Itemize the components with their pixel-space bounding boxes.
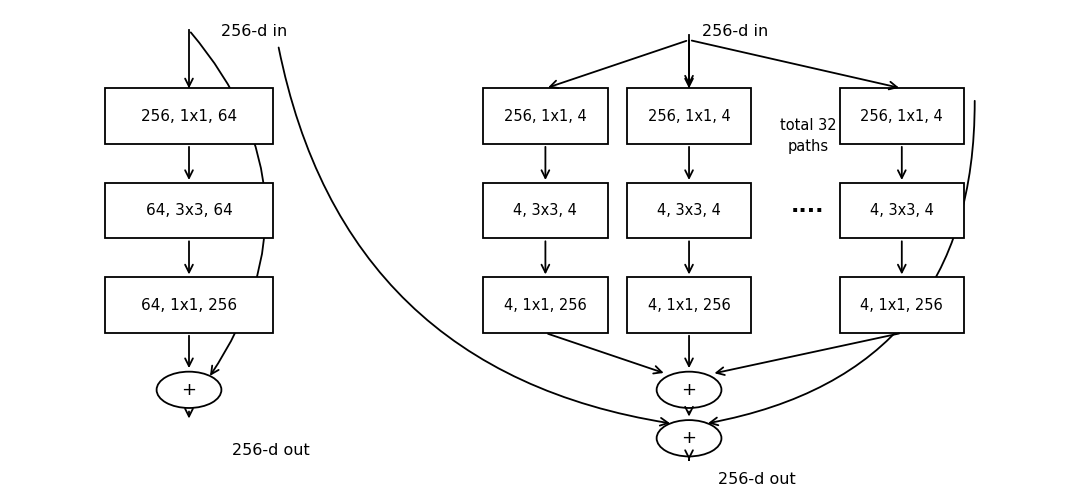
- Text: 4, 1x1, 256: 4, 1x1, 256: [504, 298, 586, 313]
- Text: 256, 1x1, 64: 256, 1x1, 64: [140, 109, 238, 124]
- Text: 4, 1x1, 256: 4, 1x1, 256: [861, 298, 943, 313]
- Text: 256-d in: 256-d in: [221, 24, 287, 39]
- Text: +: +: [181, 381, 197, 399]
- FancyBboxPatch shape: [484, 277, 607, 333]
- FancyBboxPatch shape: [484, 88, 607, 144]
- Text: 256-d in: 256-d in: [702, 24, 768, 39]
- Text: total 32
paths: total 32 paths: [780, 118, 836, 154]
- Text: 256-d out: 256-d out: [718, 472, 796, 487]
- FancyBboxPatch shape: [627, 183, 752, 239]
- Text: 64, 1x1, 256: 64, 1x1, 256: [140, 298, 238, 313]
- FancyBboxPatch shape: [627, 277, 752, 333]
- Text: ····: ····: [791, 201, 825, 221]
- Text: 256, 1x1, 4: 256, 1x1, 4: [648, 109, 730, 124]
- FancyBboxPatch shape: [627, 88, 752, 144]
- Text: 4, 3x3, 4: 4, 3x3, 4: [513, 203, 578, 218]
- FancyBboxPatch shape: [105, 88, 272, 144]
- Text: 64, 3x3, 64: 64, 3x3, 64: [146, 203, 232, 218]
- Text: 256, 1x1, 4: 256, 1x1, 4: [504, 109, 586, 124]
- FancyBboxPatch shape: [484, 183, 607, 239]
- Text: +: +: [681, 429, 697, 447]
- Text: 4, 3x3, 4: 4, 3x3, 4: [869, 203, 934, 218]
- Text: +: +: [681, 381, 697, 399]
- FancyBboxPatch shape: [105, 277, 272, 333]
- FancyBboxPatch shape: [840, 88, 963, 144]
- FancyBboxPatch shape: [840, 277, 963, 333]
- FancyBboxPatch shape: [105, 183, 272, 239]
- FancyBboxPatch shape: [840, 183, 963, 239]
- Text: 4, 1x1, 256: 4, 1x1, 256: [648, 298, 730, 313]
- Text: 256-d out: 256-d out: [232, 443, 310, 458]
- Text: 4, 3x3, 4: 4, 3x3, 4: [657, 203, 721, 218]
- Text: 256, 1x1, 4: 256, 1x1, 4: [861, 109, 943, 124]
